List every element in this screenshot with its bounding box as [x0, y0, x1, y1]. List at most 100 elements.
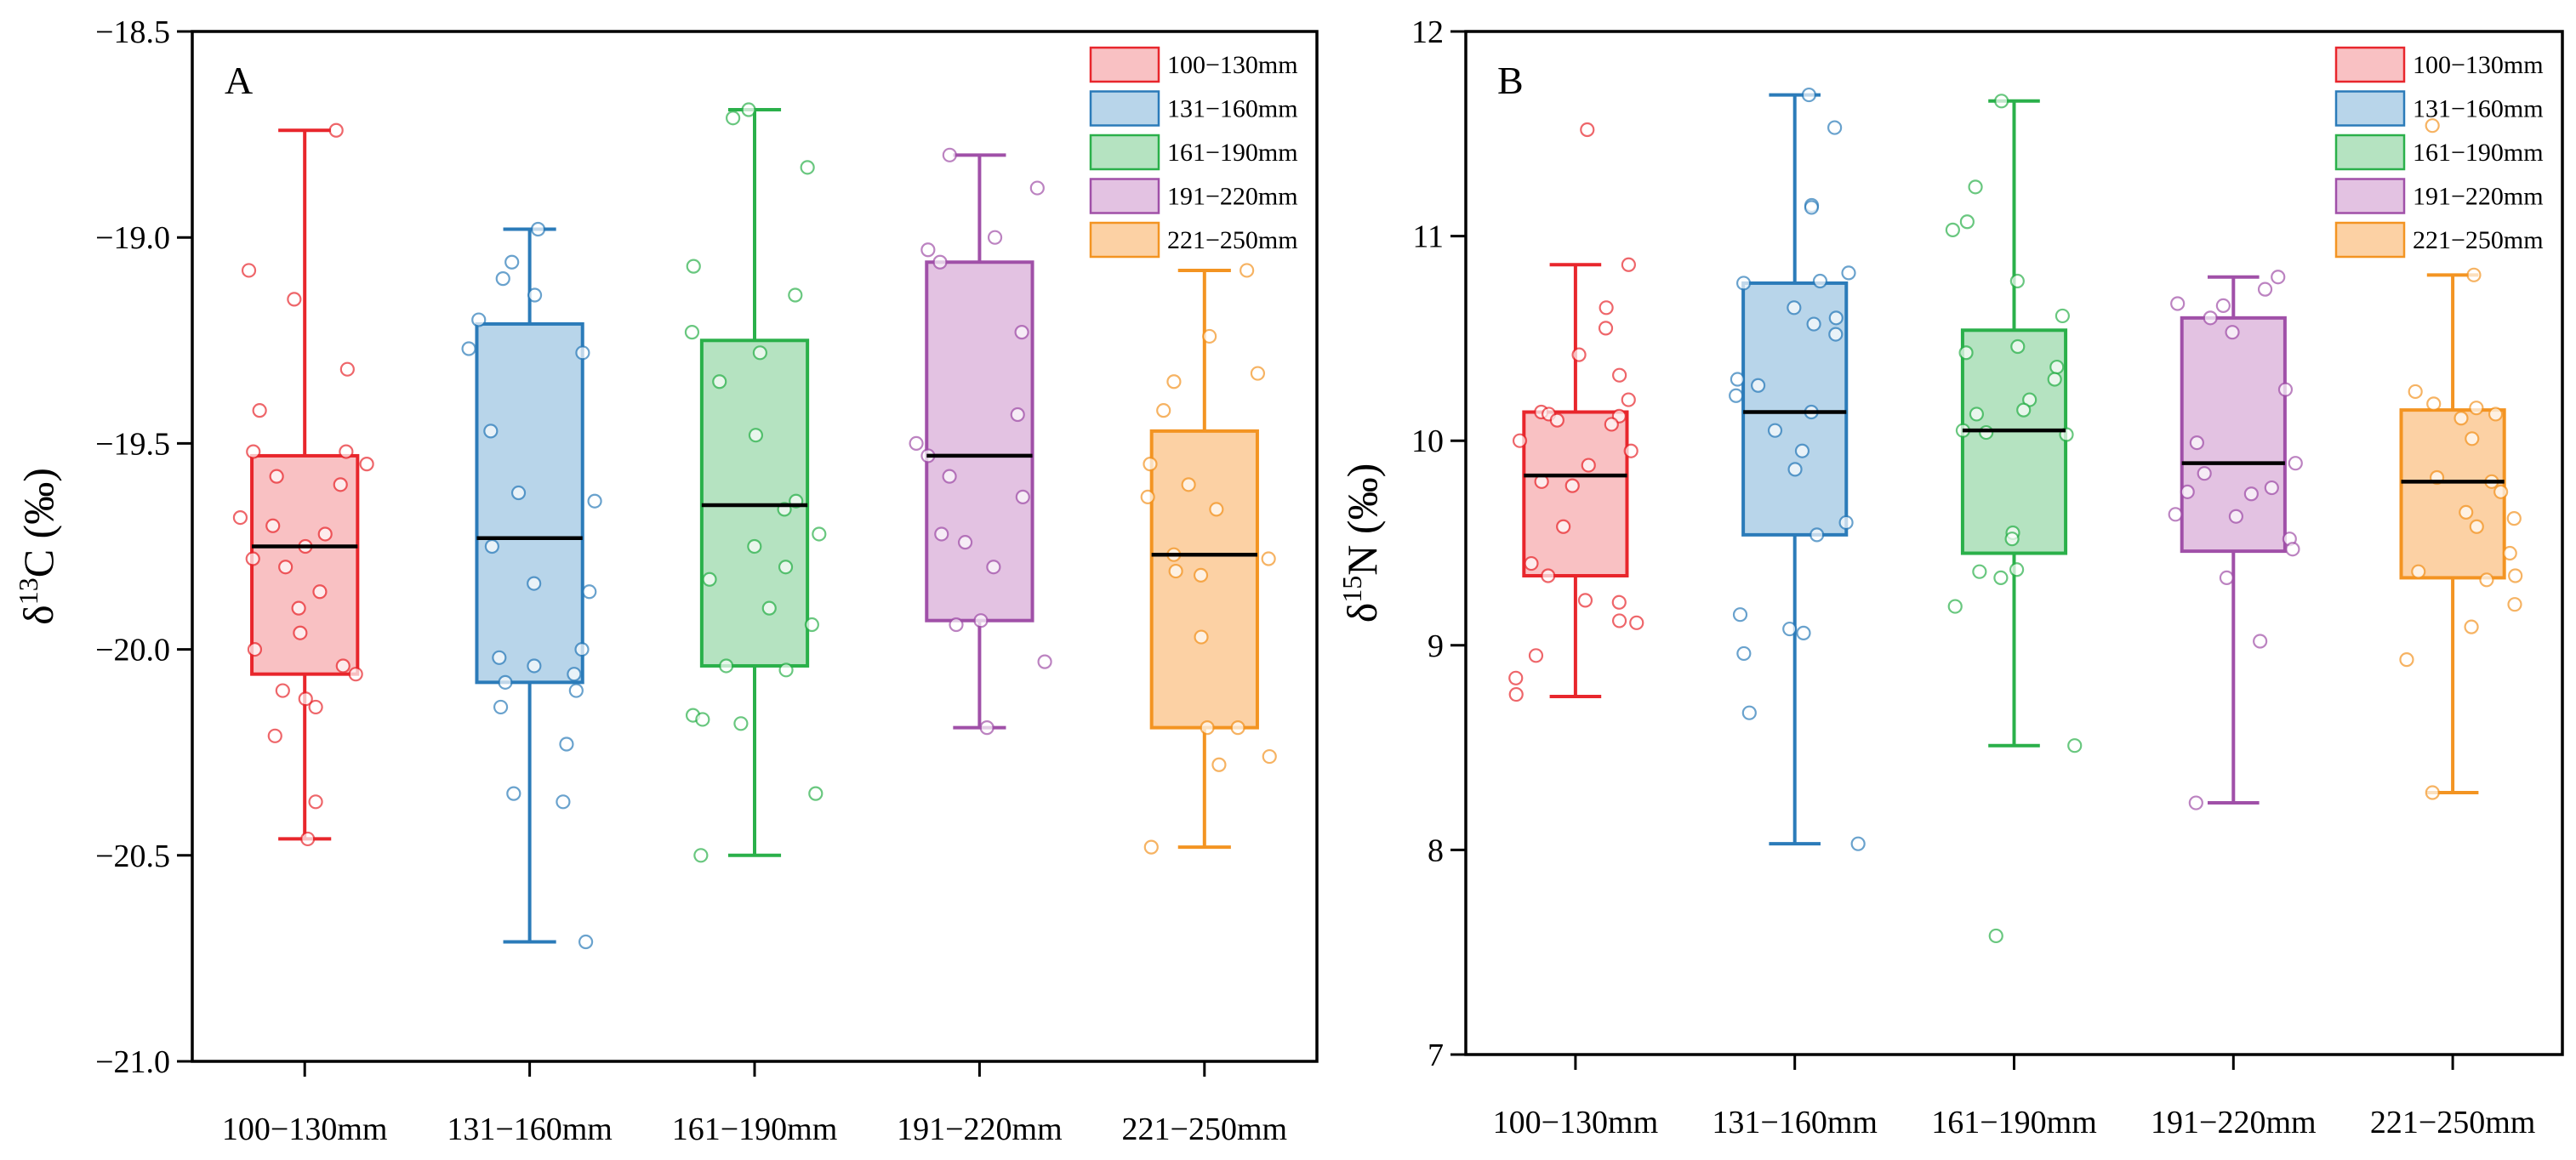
data-point [2508, 568, 2523, 583]
data-point [252, 403, 267, 418]
data-point [693, 848, 709, 863]
data-point [232, 509, 248, 526]
data-point [2488, 407, 2504, 422]
data-point [2399, 652, 2414, 668]
data-point [1787, 462, 1803, 477]
data-point [245, 551, 260, 566]
data-point [492, 650, 507, 665]
data-point [1958, 345, 1974, 361]
data-point [808, 786, 824, 801]
data-point [747, 538, 762, 554]
data-point [1972, 564, 1987, 579]
legend-label: 161−190mm [1167, 139, 1298, 167]
data-point [1156, 403, 1171, 418]
y-tick-label: 11 [1412, 219, 1444, 255]
data-point [510, 485, 527, 501]
legend-label: 131−160mm [1167, 95, 1298, 123]
data-point [2049, 359, 2065, 375]
data-point [695, 712, 710, 727]
data-point [1140, 489, 1155, 504]
data-point [1611, 594, 1627, 610]
data-point [287, 292, 302, 307]
data-point [527, 658, 542, 674]
x-tick-label: 131−160mm [447, 1112, 613, 1147]
data-point [812, 526, 827, 542]
legend-swatch [1089, 178, 1160, 214]
data-point [2408, 384, 2423, 400]
data-point [2453, 411, 2469, 426]
data-point [1827, 120, 1843, 135]
legend-swatch [1089, 90, 1160, 127]
data-point [2465, 431, 2480, 446]
data-point [2010, 338, 2026, 355]
data-point [300, 831, 316, 847]
data-point [333, 477, 348, 492]
data-point [1014, 325, 1029, 340]
data-point [527, 287, 543, 303]
chart-panel-b: 7 8 9 10 11 12 δ15N (‰) 100−130mm 131−160mm 161−1… [1336, 14, 2564, 1140]
data-point [2225, 325, 2240, 340]
data-point [702, 571, 717, 587]
data-point [247, 641, 263, 657]
data-point [1194, 629, 1209, 645]
data-point [1598, 321, 1614, 336]
data-point [2425, 785, 2440, 800]
data-point [1209, 502, 1224, 517]
data-point [1736, 645, 1752, 662]
chart-panel-a: −21.0 −20.5 −20.0 −19.5 −19.0 −18.5 δ13C (‰) 10… [13, 14, 1319, 1147]
data-point [1796, 625, 1811, 640]
data-point [2016, 402, 2032, 418]
plot-frame [191, 30, 1319, 1063]
data-point [2257, 281, 2273, 297]
data-point [1010, 407, 1025, 423]
x-tick-label: 161−190mm [672, 1112, 838, 1147]
data-point [2277, 382, 2294, 397]
legend-label: 221−250mm [2413, 226, 2544, 254]
data-point [1193, 567, 1209, 583]
data-point [1621, 257, 1636, 272]
panel-letter: B [1497, 59, 1524, 102]
data-point [800, 160, 815, 175]
data-point [293, 625, 308, 640]
data-point [308, 699, 323, 715]
data-point [987, 230, 1003, 245]
data-point [2464, 619, 2479, 634]
y-axis-label-main: δ [1338, 603, 1386, 623]
data-point [2493, 484, 2509, 499]
data-point [2288, 456, 2303, 471]
legend-label: 100−130mm [2413, 51, 2544, 79]
data-point [2168, 507, 2183, 522]
data-point [578, 934, 594, 950]
data-point [1181, 477, 1196, 492]
data-point [1794, 443, 1810, 458]
box-iqr [475, 321, 584, 685]
legend-swatch [1089, 221, 1160, 259]
legend-label: 221−250mm [1167, 226, 1298, 254]
plot-frame [1464, 30, 2564, 1056]
data-point [1741, 705, 1757, 720]
data-point [1828, 310, 1844, 326]
y-axis-label-main: δ [14, 605, 62, 625]
data-point [748, 428, 764, 443]
data-point [484, 538, 499, 554]
data-point [934, 526, 949, 542]
data-point [957, 535, 973, 550]
data-point [804, 617, 819, 633]
data-point [1959, 214, 1975, 230]
data-point [1541, 568, 1556, 583]
data-point [2197, 466, 2212, 481]
data-point [2219, 570, 2235, 586]
data-point [1812, 273, 1828, 289]
data-point [1200, 720, 1215, 736]
data-point [909, 435, 924, 452]
data-point [2502, 545, 2517, 561]
data-point [308, 794, 323, 810]
data-point [2243, 486, 2259, 502]
data-point [1751, 378, 1766, 393]
data-point [1801, 87, 1816, 103]
data-point [1945, 222, 1960, 237]
data-point [298, 691, 313, 707]
y-axis-label-rest: N (‰) [1338, 463, 1386, 576]
data-point [1993, 570, 2009, 586]
y-tick-label: 7 [1428, 1038, 1444, 1073]
